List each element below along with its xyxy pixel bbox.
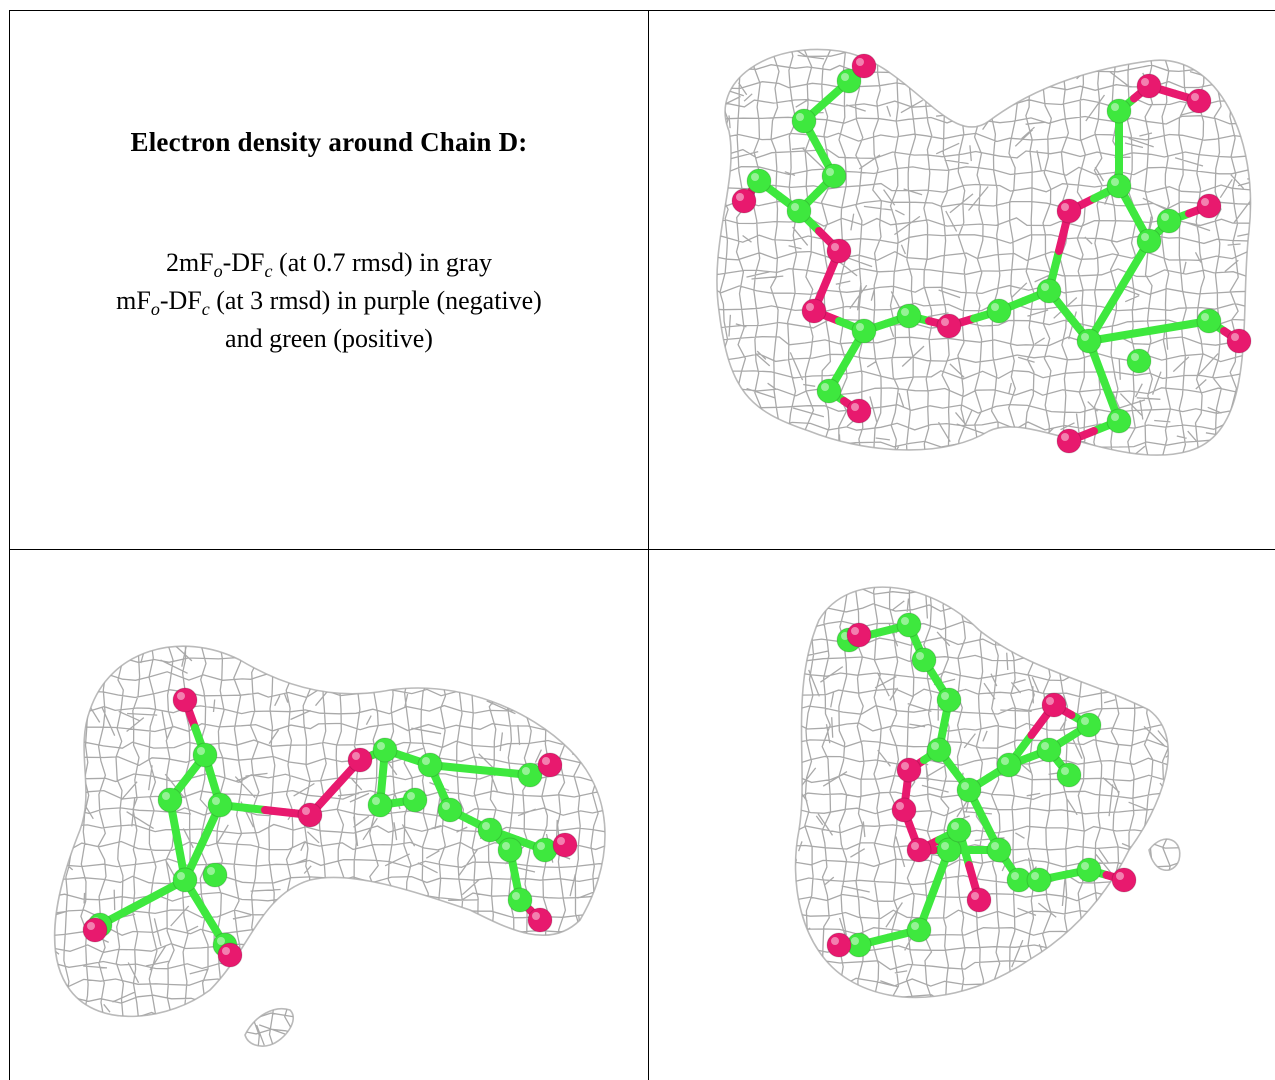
- border-middle-horizontal: [9, 549, 1275, 550]
- caption-line-positive: and green (positive): [225, 324, 433, 353]
- density-fragment: [1148, 838, 1181, 871]
- molecule-model: [826, 612, 1137, 958]
- density-mesh: [794, 586, 1170, 999]
- caption-description: 2mFo-DFc (at 0.7 rmsd) in gray mFo-DFc (…: [10, 244, 648, 358]
- caption-line-fo-dfc: mFo-DFc (at 3 rmsd) in purple (negative): [116, 286, 542, 319]
- panel-bottom-right: [649, 550, 1275, 1080]
- caption-line-2fo-dfc: 2mFo-DFc (at 0.7 rmsd) in gray: [165, 248, 493, 281]
- panel-bottom-left: [10, 550, 648, 1080]
- caption-title: Electron density around Chain D:: [130, 127, 528, 157]
- density-mesh: [53, 645, 606, 1018]
- molecule-model: [82, 687, 578, 968]
- border-middle-vertical: [648, 10, 649, 1080]
- panel-top-right: [649, 11, 1275, 549]
- figure-table: Electron density around Chain D: 2mFo-DF…: [9, 10, 1275, 1080]
- border-top: [9, 10, 1275, 11]
- border-left: [9, 10, 10, 1080]
- molecule-model: [731, 53, 1252, 454]
- caption-cell: Electron density around Chain D: 2mFo-DF…: [10, 11, 648, 549]
- density-fragment: [244, 1008, 294, 1047]
